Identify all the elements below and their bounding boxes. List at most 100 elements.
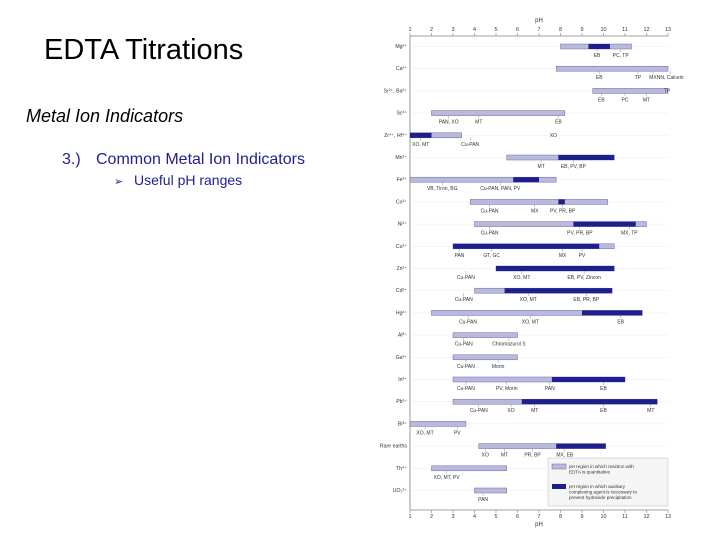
indicator-label: PV — [454, 430, 461, 436]
indicator-label: GT, GC — [483, 253, 500, 259]
bottom-tick-label: 10 — [600, 514, 606, 520]
numbered-point: 3.) Common Metal Ion Indicators — [62, 151, 305, 169]
indicator-label: Cu-PAN — [481, 231, 499, 237]
bottom-tick-label: 5 — [494, 514, 497, 520]
ion-label: Zr⁴⁺, Hf⁴⁺ — [384, 133, 407, 139]
indicator-label: VB, Tiron, BG — [427, 186, 458, 192]
top-tick-label: 1 — [408, 27, 411, 33]
ion-label: Th⁴⁺ — [396, 466, 407, 472]
indicator-label: MT — [531, 408, 538, 414]
indicator-label: XO — [507, 408, 514, 414]
ion-label: Mn²⁺ — [395, 155, 407, 161]
indicator-label: XO, MT, PV — [433, 475, 460, 481]
indicator-label: MT — [538, 164, 545, 170]
indicator-label: EB — [600, 386, 607, 392]
indicator-label: MX — [649, 75, 657, 81]
indicator-label: MX — [531, 208, 539, 214]
top-tick-label: 12 — [643, 27, 649, 33]
legend-box — [547, 457, 669, 507]
indicator-label: PAN — [478, 497, 488, 503]
indicator-label: Cu-PAN — [457, 275, 475, 281]
legend-text: pH region in which reaction with EDTA is … — [569, 464, 634, 475]
indicator-label: XO — [482, 453, 489, 459]
light-range-bar — [592, 88, 669, 94]
ion-label: Mg²⁺ — [395, 44, 407, 50]
light-range-bar — [431, 465, 507, 472]
light-range-bar — [452, 332, 518, 338]
indicator-label: NN, Calcein — [657, 75, 684, 81]
indicator-label: Cu-PAN — [457, 364, 475, 370]
auxiliary-range-bar — [582, 310, 643, 316]
point-text: Common Metal Ion Indicators — [96, 151, 305, 168]
indicator-label: PAN, XO — [439, 120, 459, 126]
top-tick-label: 7 — [537, 27, 540, 33]
bottom-tick-label: 2 — [430, 514, 433, 520]
indicator-label: PAN — [545, 386, 555, 392]
top-tick-label: 3 — [451, 27, 454, 33]
bottom-tick-label: 8 — [559, 514, 562, 520]
indicator-label: XO, MT — [416, 430, 433, 436]
bottom-tick-label: 4 — [473, 514, 476, 520]
light-range-bar — [409, 176, 557, 183]
indicator-label: TP — [635, 75, 642, 81]
indicator-label: Cu-PAN — [459, 319, 477, 325]
ion-label: UO₂²⁺ — [393, 488, 408, 494]
indicator-label: EB — [594, 53, 601, 59]
ion-label: Ni²⁺ — [398, 222, 408, 228]
slide-subtitle: Metal Ion Indicators — [26, 106, 184, 126]
top-tick-label: 10 — [600, 27, 606, 33]
light-range-bar — [474, 487, 507, 494]
indicator-label: PC, TP — [613, 53, 630, 59]
ion-label: Sr²⁺, Ba²⁺ — [384, 88, 408, 94]
indicator-label: Chromazurol S — [492, 342, 526, 348]
ion-label: In³⁺ — [398, 377, 407, 383]
indicator-label: PV — [579, 253, 586, 259]
indicator-label: MX — [559, 253, 567, 259]
indicator-label: EB — [600, 408, 607, 414]
light-range-bar — [555, 65, 669, 72]
auxiliary-range-bar — [588, 44, 610, 49]
indicator-label: Cu-PAN — [457, 386, 475, 392]
ion-label: Pb²⁺ — [396, 399, 407, 405]
light-range-bar — [409, 421, 467, 427]
bullet-text: Useful pH ranges — [134, 172, 243, 188]
bottom-tick-label: 13 — [665, 514, 671, 520]
ion-label: Co²⁺ — [396, 199, 407, 205]
auxiliary-range-bar — [558, 155, 615, 160]
legend-swatch — [551, 463, 567, 470]
top-tick-label: 5 — [494, 27, 497, 33]
bottom-tick-label: 9 — [580, 514, 583, 520]
indicator-label: MX, EB — [556, 453, 574, 459]
auxiliary-range-bar — [410, 132, 432, 138]
ion-label: Fe³⁺ — [396, 177, 407, 183]
bullet-item: ➢ Useful pH ranges — [114, 172, 242, 188]
auxiliary-range-bar — [558, 199, 565, 205]
auxiliary-range-bar — [496, 266, 615, 271]
bottom-axis-label: pH — [535, 522, 543, 528]
indicator-label: EB, PV, Zincon — [567, 275, 601, 281]
ion-label: Rare earths — [380, 444, 408, 450]
indicator-label: TP — [664, 88, 671, 94]
indicator-label: PR, BP — [524, 453, 541, 459]
bottom-tick-label: 7 — [537, 514, 540, 520]
indicator-label: Cu-PAN — [461, 142, 479, 148]
legend-text: pH region in which auxiliary complexing a… — [569, 484, 637, 500]
auxiliary-range-bar — [573, 221, 636, 227]
top-tick-label: 11 — [622, 27, 628, 33]
legend-swatch — [552, 484, 566, 489]
indicator-label: MT — [647, 408, 654, 414]
auxiliary-range-bar — [521, 399, 658, 405]
indicator-label: PC — [622, 97, 629, 103]
top-tick-label: 6 — [516, 27, 519, 33]
indicator-label: XO, MT — [412, 142, 429, 148]
indicator-label: XO, MT — [520, 297, 537, 303]
top-axis-label: pH — [535, 18, 543, 24]
indicator-label: XO — [550, 133, 557, 139]
auxiliary-range-bar — [556, 443, 606, 449]
bottom-tick-label: 12 — [643, 514, 649, 520]
indicator-label: MT — [475, 120, 482, 126]
bottom-tick-label: 11 — [622, 514, 628, 520]
bottom-tick-label: 1 — [408, 514, 411, 520]
point-number: 3.) — [62, 151, 81, 168]
